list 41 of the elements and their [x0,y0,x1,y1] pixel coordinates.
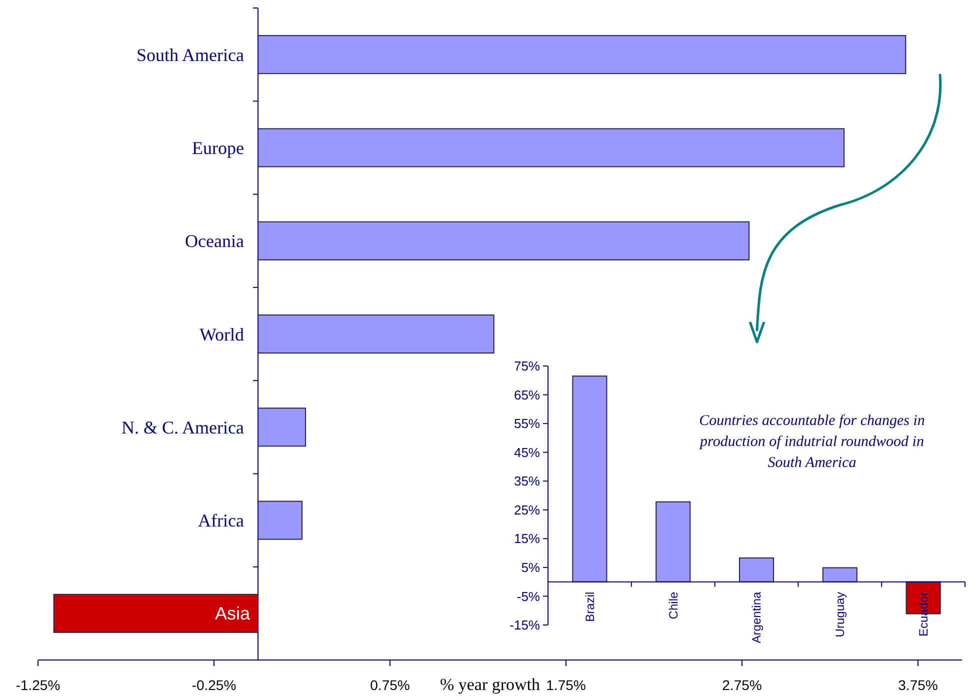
x-axis-title: % year growth [440,675,541,694]
y-tick-label: 45% [514,444,540,460]
bar [572,376,608,582]
x-tick-label: 3.75% [898,677,938,693]
x-tick-label: 0.75% [370,677,410,693]
y-tick-label: 15% [514,531,540,546]
bar [258,221,750,260]
bar [258,500,302,540]
bar [53,594,258,633]
y-tick-label: World [199,324,244,344]
y-tick-label: Asia [214,604,251,624]
y-tick-label: 75% [514,358,540,374]
x-tick-label: Ecuador [916,592,930,637]
y-tick-label: 5% [521,560,540,575]
x-tick-label: Chile [666,592,680,620]
y-tick-label: -15% [510,618,540,633]
x-tick-label: Uruguay [833,592,848,638]
y-tick-label: Europe [192,138,244,158]
y-tick-label: Oceania [185,231,244,252]
y-tick-label: 65% [514,387,540,402]
y-tick-label: 35% [514,474,540,489]
x-tick-label: 2.75% [722,677,762,693]
x-tick-label: 1.75% [546,677,586,693]
x-tick-label: Argentina [750,592,764,644]
bar [258,314,494,354]
y-tick-label: N. & C. America [122,417,244,438]
y-tick-label: South America [136,44,244,65]
bar [739,557,774,582]
y-tick-label: -5% [516,588,540,604]
x-tick-label: -1.25% [16,677,60,693]
x-tick-label: Brazil [582,592,597,622]
bar [258,35,906,74]
bar [822,567,858,582]
bar [656,501,691,582]
x-tick-label: -0.25% [192,677,236,693]
y-tick-label: 25% [514,502,540,518]
bar [258,408,306,447]
text: Countries accountable for changes in production of indutrial roundwood in South America [699,413,925,471]
y-tick-label: Africa [198,510,244,531]
bar [258,128,845,168]
y-tick-label: 55% [514,416,540,432]
